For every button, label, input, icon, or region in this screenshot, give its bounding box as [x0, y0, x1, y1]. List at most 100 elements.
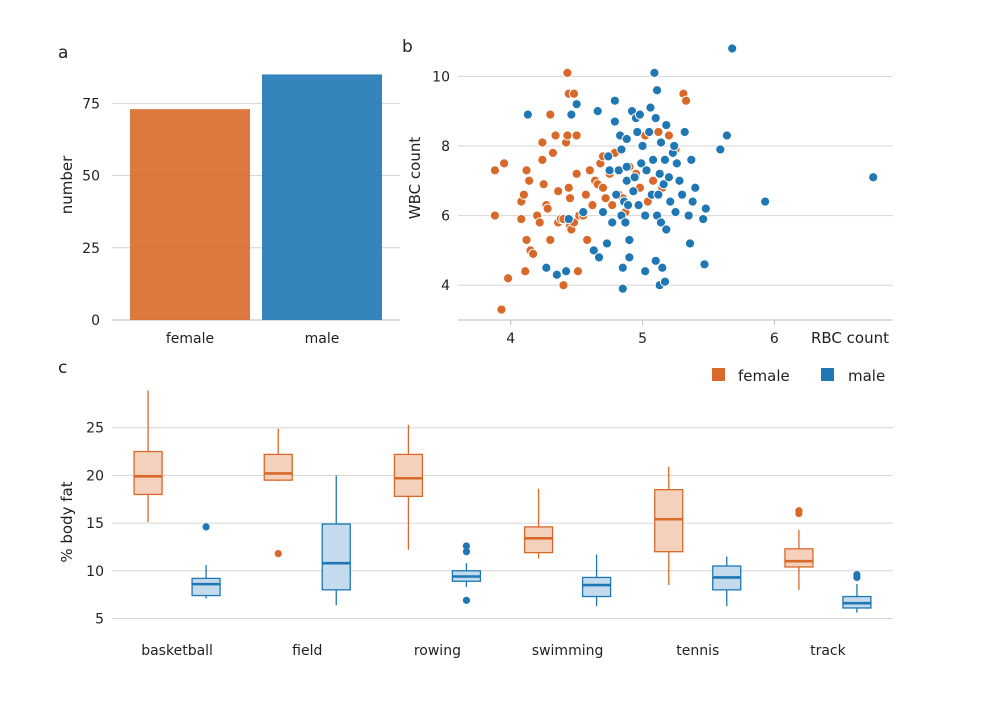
panel-a: a 0 25 50 75 female male number: [58, 43, 400, 347]
ytick-label: 0: [91, 313, 100, 329]
point-male: [588, 245, 599, 256]
ytick-label: 8: [441, 139, 450, 155]
point-female: [518, 189, 530, 200]
box-iqr: [523, 526, 554, 554]
point-female: [542, 203, 553, 214]
point-female: [568, 88, 580, 99]
point-male: [597, 206, 609, 218]
point-male: [522, 109, 533, 120]
point-male: [641, 165, 652, 176]
ytick-label: 10: [86, 564, 104, 580]
point-male: [644, 126, 655, 138]
point-male: [616, 144, 627, 155]
legend-label-male: male: [848, 367, 885, 385]
point-male: [601, 238, 613, 249]
point-female: [521, 165, 532, 176]
point-male: [621, 161, 632, 172]
point-male: [578, 206, 589, 218]
point-female: [545, 109, 556, 120]
point-male: [592, 106, 603, 117]
box-iqr: [321, 523, 351, 591]
point-male: [651, 85, 663, 96]
legend-swatch-male: [821, 368, 834, 381]
point-female: [545, 234, 556, 246]
point-female: [516, 213, 527, 225]
ytick-label: 75: [82, 96, 100, 112]
point-male: [541, 262, 552, 273]
point-female: [563, 182, 574, 193]
point-male: [566, 109, 577, 120]
panel-c-xticks: basketball field rowing swimming tennis track: [141, 643, 846, 659]
point-female: [502, 273, 514, 284]
point-female: [597, 182, 609, 193]
xtick-label: 4: [506, 331, 515, 347]
point-male: [624, 234, 635, 246]
box-iqr: [133, 450, 163, 496]
ytick-label: 10: [432, 69, 450, 85]
point-male: [620, 217, 631, 228]
point-female: [550, 130, 561, 141]
ytick-label: 5: [95, 611, 104, 627]
outlier-point: [202, 523, 210, 531]
point-male: [654, 168, 665, 179]
point-male: [611, 189, 622, 200]
point-male: [632, 126, 643, 138]
point-female: [553, 186, 564, 197]
point-male: [653, 189, 664, 200]
point-male: [698, 213, 709, 225]
panel-c-yticks: 5 10 15 20 25: [86, 421, 104, 628]
panel-c-grid: [112, 427, 893, 619]
xtick-label-tennis: tennis: [676, 643, 719, 659]
point-female: [537, 137, 548, 148]
panel-c: c 5 10 15 20 25 basketball field rowing swimmin…: [58, 358, 893, 659]
box-iqr: [581, 576, 612, 598]
panel-b-xticks: 4 5 6: [506, 331, 779, 347]
point-female: [547, 147, 559, 159]
point-female: [496, 304, 507, 315]
point-male: [645, 102, 656, 113]
point-male: [699, 259, 710, 270]
ytick-label: 4: [441, 278, 450, 294]
legend-swatch-female: [712, 368, 725, 381]
xtick-label-basketball: basketball: [141, 643, 213, 659]
panel-b-ylabel: WBC count: [406, 137, 424, 220]
point-male: [624, 252, 635, 263]
point-female: [653, 126, 664, 138]
point-male: [669, 140, 680, 152]
xtick-label-field: field: [292, 643, 322, 659]
outlier-point: [462, 542, 471, 550]
box-male-track: [842, 570, 872, 613]
panel-b-label: b: [402, 37, 413, 57]
box-iqr: [654, 489, 684, 553]
point-male: [551, 269, 562, 280]
box-iqr: [263, 453, 293, 481]
box-male-swimming: [581, 554, 612, 607]
point-male: [684, 238, 696, 249]
point-male: [676, 189, 688, 200]
point-male: [617, 262, 628, 273]
point-female: [489, 165, 501, 176]
point-male: [609, 95, 620, 106]
panel-a-bars: [130, 74, 382, 320]
point-male: [658, 179, 669, 190]
point-male: [721, 130, 733, 141]
xtick-label: 5: [638, 331, 647, 347]
point-male: [868, 172, 879, 183]
outlier-point: [853, 570, 861, 579]
box-female-track: [784, 507, 814, 590]
outlier-point: [462, 596, 471, 604]
point-female: [572, 266, 584, 277]
point-female: [489, 210, 501, 221]
xtick-label: 6: [770, 331, 779, 347]
point-male: [650, 255, 661, 266]
panel-c-ylabel: % body fat: [58, 481, 76, 562]
point-male: [640, 210, 651, 221]
point-male: [563, 213, 574, 225]
point-female: [564, 193, 576, 204]
point-male: [637, 140, 648, 152]
point-male: [659, 154, 671, 165]
point-female: [499, 158, 510, 169]
point-male: [650, 113, 661, 124]
point-male: [655, 217, 667, 228]
point-female: [520, 266, 531, 277]
